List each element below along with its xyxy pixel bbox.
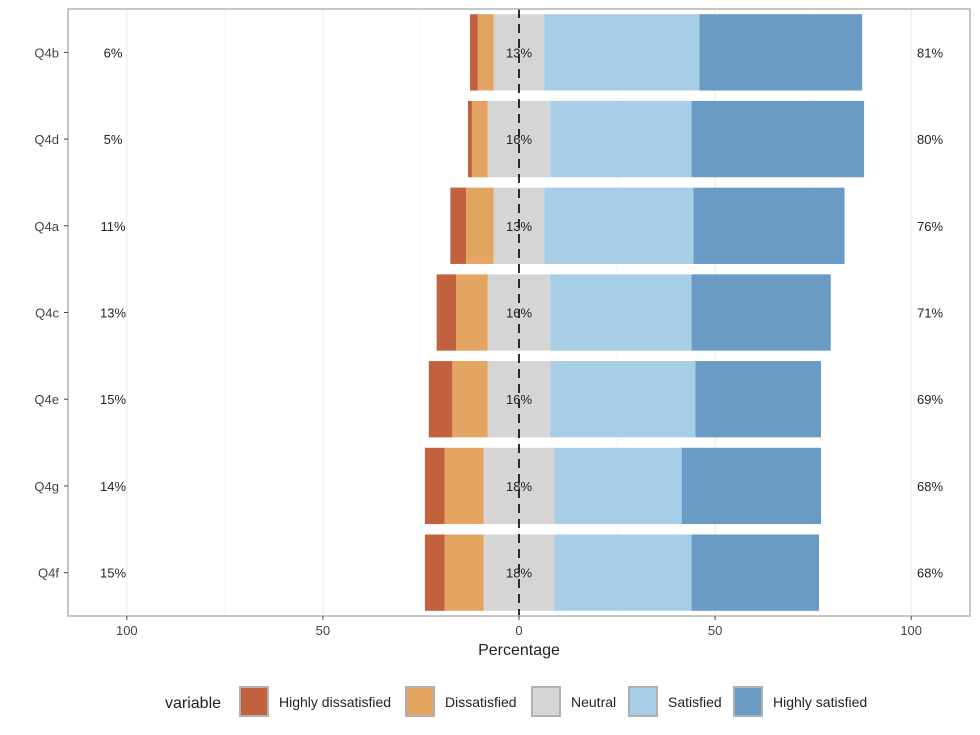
x-tick-label: 50 [316,623,330,638]
bar-dissatisfied [444,447,484,525]
x-tick-label: 0 [515,623,522,638]
bar-highly-satisfied [693,187,845,264]
label-left-percent: 15% [100,392,126,407]
bars-group [424,14,865,611]
legend-key-label: Neutral [571,694,616,710]
label-right-percent: 76% [917,219,943,234]
y-tick-label: Q4b [34,45,59,60]
legend-key-swatch [531,686,561,717]
legend-key-label: Satisfied [668,694,722,710]
bar-highly-satisfied [699,14,863,91]
label-right-percent: 71% [917,306,943,321]
bar-satisfied [550,361,696,438]
legend-key-swatch [405,686,435,717]
label-left-percent: 15% [100,566,126,581]
label-center-percent: 16% [506,306,532,321]
x-axis: 100 50 0 50 100 [116,616,922,638]
bar-satisfied [554,534,692,611]
label-right-percent: 80% [917,132,943,147]
bar-dissatisfied [444,534,484,611]
y-axis: Q4b Q4d Q4a Q4c Q4e Q4g Q4f [34,45,68,581]
label-center-percent: 16% [506,132,532,147]
label-left-percent: 5% [104,132,123,147]
bar-highly-satisfied [691,534,820,611]
bar-highly-satisfied [691,274,831,351]
y-tick-label: Q4c [35,306,59,321]
legend-key-swatch [628,686,658,717]
bar-highly-dissatisfied [469,14,478,91]
x-axis-title: Percentage [478,642,560,659]
bar-satisfied [544,187,694,264]
x-tick-label: 50 [708,623,722,638]
label-left-percent: 14% [100,479,126,494]
label-right-percent: 68% [917,479,943,494]
bar-highly-dissatisfied [436,274,457,351]
bar-dissatisfied [471,100,488,178]
bar-satisfied [550,274,692,351]
bar-highly-satisfied [695,361,821,438]
legend-key-swatch [733,686,763,717]
label-center-percent: 16% [506,392,532,407]
legend-key-swatch [239,686,269,717]
bar-highly-dissatisfied [428,361,453,438]
bar-highly-dissatisfied [450,187,467,264]
label-right-percent: 69% [917,392,943,407]
label-center-percent: 13% [506,219,532,234]
label-center-percent: 18% [506,566,532,581]
label-left-percent: 13% [100,306,126,321]
percent-labels: 6% 13% 81% 5% 16% 80% 11% 13% 76% 13% 16% 71% 15% 16%… [100,45,943,580]
y-tick-label: Q4e [34,392,59,407]
bar-dissatisfied [452,361,488,438]
legend-title: variable [165,695,221,712]
legend-key-label: Highly dissatisfied [279,694,391,710]
bar-dissatisfied [477,14,494,91]
bar-highly-dissatisfied [424,447,445,525]
legend-key-label: Highly satisfied [773,694,867,710]
y-tick-label: Q4d [34,132,59,147]
y-tick-label: Q4a [34,219,59,234]
label-center-percent: 18% [506,479,532,494]
y-tick-label: Q4f [38,566,59,581]
legend-key-label: Dissatisfied [445,694,517,710]
label-right-percent: 68% [917,566,943,581]
y-tick-label: Q4g [34,479,59,494]
bar-dissatisfied [456,274,488,351]
label-left-percent: 6% [104,45,123,60]
bar-satisfied [554,447,682,525]
bar-satisfied [544,14,700,91]
bar-satisfied [550,100,692,178]
label-center-percent: 13% [506,45,532,60]
bar-highly-dissatisfied [424,534,445,611]
bar-dissatisfied [466,187,494,264]
bar-highly-dissatisfied [468,100,472,178]
x-tick-label: 100 [116,623,138,638]
x-tick-label: 100 [900,623,922,638]
label-right-percent: 81% [917,45,943,60]
label-left-percent: 11% [100,219,125,234]
bar-highly-satisfied [691,100,865,178]
legend: variable Highly dissatisfied Dissatisfied N… [165,686,867,717]
bar-highly-satisfied [681,447,821,525]
